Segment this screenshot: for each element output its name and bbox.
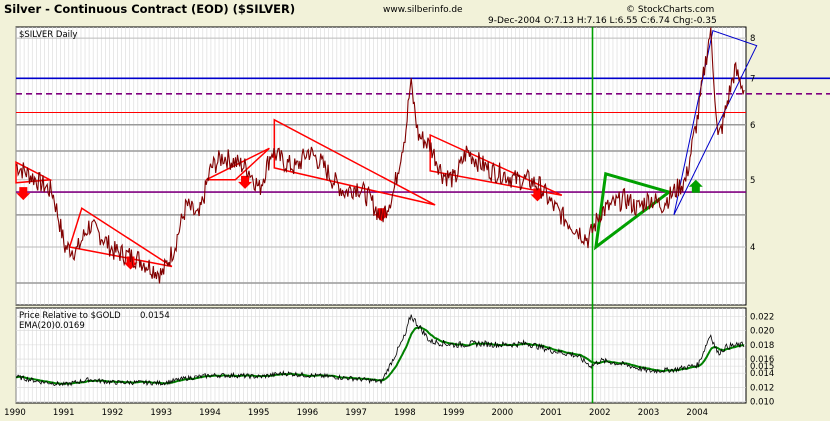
chart-title: Silver - Continuous Contract (EOD) ($SIL…: [4, 2, 295, 16]
x-tick-label: 1999: [443, 408, 465, 418]
ratio-value: 0.0154: [140, 311, 170, 321]
up-arrow-icon: [688, 179, 703, 193]
ratio-tick-label: 0.016: [750, 355, 774, 365]
ratio-subtitle: Price Relative to $GOLD: [19, 311, 121, 321]
quote-ohlc: O:7.13 H:7.16 L:6.55 C:6.74 Chg:-0.35: [544, 16, 717, 26]
x-tick-label: 1991: [53, 408, 75, 418]
ratio-tick-label: 0.022: [750, 313, 774, 323]
ratio-tick-label: 0.012: [750, 383, 774, 393]
ratio-line: [15, 314, 745, 387]
price-tick-label: 8: [750, 34, 755, 44]
x-tick-label: 1992: [102, 408, 124, 418]
triangle-pattern-line: [205, 147, 270, 181]
price-tick-label: 5: [750, 176, 755, 186]
x-tick-label: 2004: [686, 408, 708, 418]
ema-value: 0.0169: [55, 321, 85, 331]
x-tick-label: 1998: [394, 408, 416, 418]
quote-date: 9-Dec-2004: [488, 16, 541, 26]
x-tick-label: 2003: [638, 408, 660, 418]
x-tick-label: 1996: [297, 408, 319, 418]
ratio-series: [15, 314, 745, 387]
price-subtitle: $SILVER Daily: [19, 30, 77, 40]
x-tick-label: 1994: [199, 408, 221, 418]
ratio-tick-label: 0.010: [750, 398, 774, 408]
ratio-tick-label: 0.014: [750, 369, 774, 379]
x-tick-label: 1990: [4, 408, 26, 418]
down-arrow-icon: [238, 175, 253, 189]
x-tick-label: 1995: [248, 408, 270, 418]
x-tick-label: 2001: [540, 408, 562, 418]
triangle-pattern-line: [273, 118, 436, 206]
copyright: © StockCharts.com: [626, 5, 714, 15]
ratio-tick-label: 0.018: [750, 341, 774, 351]
blue-wedge-pattern: [673, 30, 758, 216]
price-tick-label: 4: [750, 243, 755, 253]
x-tick-label: 2002: [589, 408, 611, 418]
price-tick-label: 6: [750, 121, 755, 131]
x-tick-label: 2000: [491, 408, 513, 418]
ratio-tick-label: 0.015: [750, 362, 774, 372]
silver-price-line: [15, 27, 745, 284]
price-series: [15, 27, 745, 284]
x-tick-label: 1993: [150, 408, 172, 418]
x-tick-label: 1997: [345, 408, 367, 418]
site-url: www.silberinfo.de: [383, 5, 463, 15]
green-triangle-pattern: [593, 171, 673, 251]
ema-label: EMA(20): [19, 321, 55, 331]
down-arrow-icon: [123, 256, 138, 270]
ratio-tick-label: 0.020: [750, 327, 774, 337]
price-tick-label: 7: [750, 74, 755, 84]
down-arrow-icon: [16, 187, 31, 201]
